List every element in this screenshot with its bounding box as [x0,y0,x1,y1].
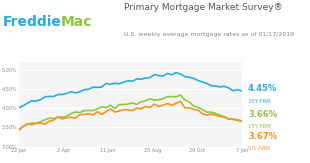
Text: Mac: Mac [60,15,92,30]
Text: 5/1 ARM: 5/1 ARM [248,145,270,150]
Text: Primary Mortgage Market Survey®: Primary Mortgage Market Survey® [124,3,283,12]
Text: 3.66%: 3.66% [248,110,277,119]
Text: Freddie: Freddie [3,15,62,30]
Text: 15Y FRM: 15Y FRM [248,124,271,129]
Text: 30Y FRM: 30Y FRM [248,99,271,104]
Text: U.S. weekly average mortgage rates as of 01/17/2019: U.S. weekly average mortgage rates as of… [124,32,294,37]
Text: 4.45%: 4.45% [248,84,277,93]
Text: 3.67%: 3.67% [248,132,277,141]
